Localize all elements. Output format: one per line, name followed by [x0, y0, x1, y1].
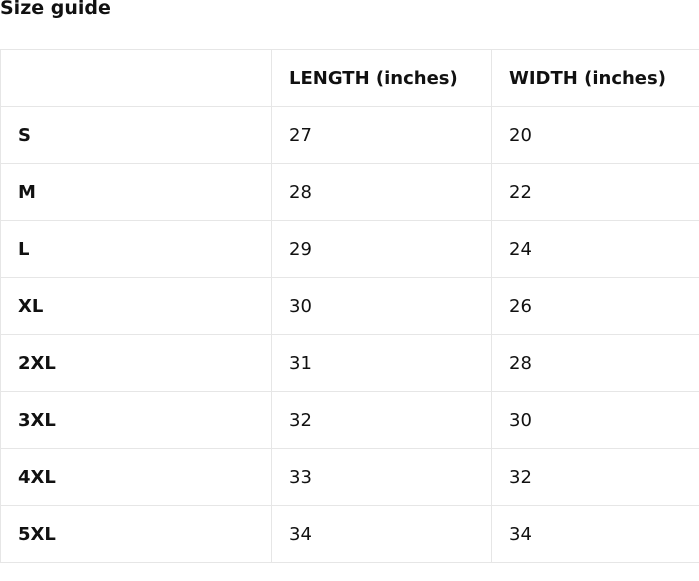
cell-width: 24: [491, 220, 699, 278]
cell-width: 32: [491, 448, 699, 506]
table-header-row: LENGTH (inches) WIDTH (inches): [0, 49, 699, 107]
cell-length: 31: [271, 334, 492, 392]
cell-size: M: [0, 163, 272, 221]
cell-size: S: [0, 106, 272, 164]
cell-length: 28: [271, 163, 492, 221]
page-title: Size guide: [0, 0, 111, 19]
table-row: 2XL 31 28: [0, 334, 699, 392]
table-row: 3XL 32 30: [0, 391, 699, 449]
cell-size: 3XL: [0, 391, 272, 449]
cell-width: 26: [491, 277, 699, 335]
table-row: S 27 20: [0, 106, 699, 164]
table-row: XL 30 26: [0, 277, 699, 335]
cell-length: 29: [271, 220, 492, 278]
cell-size: 5XL: [0, 505, 272, 563]
cell-size: 2XL: [0, 334, 272, 392]
table-row: 5XL 34 34: [0, 505, 699, 563]
header-size: [0, 49, 272, 107]
cell-width: 20: [491, 106, 699, 164]
cell-length: 32: [271, 391, 492, 449]
cell-length: 27: [271, 106, 492, 164]
cell-length: 34: [271, 505, 492, 563]
cell-size: 4XL: [0, 448, 272, 506]
cell-width: 34: [491, 505, 699, 563]
cell-width: 28: [491, 334, 699, 392]
cell-size: XL: [0, 277, 272, 335]
header-width: WIDTH (inches): [491, 49, 699, 107]
cell-length: 30: [271, 277, 492, 335]
header-length: LENGTH (inches): [271, 49, 492, 107]
table-row: 4XL 33 32: [0, 448, 699, 506]
table-row: L 29 24: [0, 220, 699, 278]
size-guide-table: LENGTH (inches) WIDTH (inches) S 27 20 M 28 2…: [0, 49, 699, 563]
cell-width: 22: [491, 163, 699, 221]
cell-size: L: [0, 220, 272, 278]
cell-length: 33: [271, 448, 492, 506]
table-row: M 28 22: [0, 163, 699, 221]
cell-width: 30: [491, 391, 699, 449]
